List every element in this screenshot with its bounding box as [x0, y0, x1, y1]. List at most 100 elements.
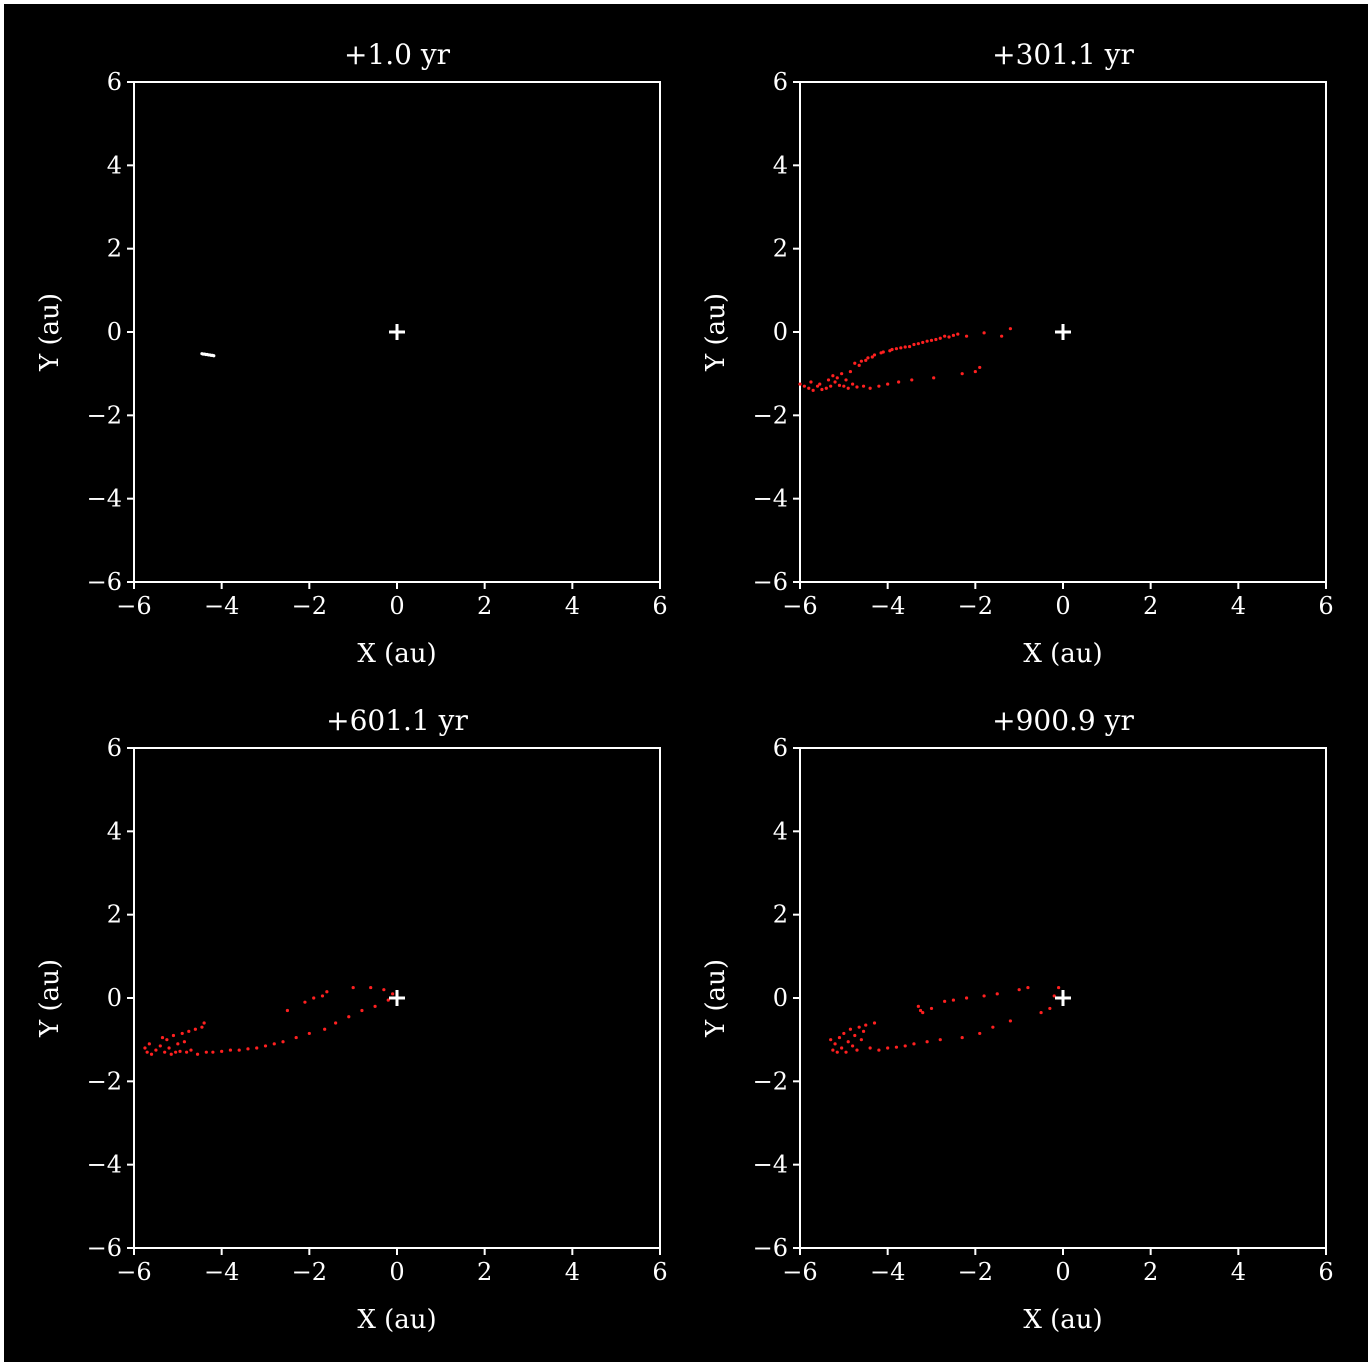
data-point — [833, 1042, 837, 1046]
data-point — [842, 1031, 846, 1036]
x-tick-label: 4 — [1231, 1258, 1246, 1286]
y-tick-label: 6 — [107, 68, 122, 96]
data-point — [982, 331, 986, 335]
y-tick-label: −2 — [753, 1067, 788, 1095]
data-point — [859, 1038, 863, 1042]
data-point — [200, 1025, 204, 1029]
chart-title: +301.1 yr — [992, 38, 1134, 71]
y-tick-label: 0 — [107, 984, 122, 1012]
data-point — [886, 1046, 890, 1050]
x-tick-label: 2 — [477, 592, 492, 620]
x-tick-label: 2 — [477, 1258, 492, 1286]
data-point — [281, 1040, 285, 1044]
data-point — [1017, 988, 1021, 992]
data-point — [833, 380, 837, 384]
data-point — [323, 1027, 327, 1031]
y-tick-label: −4 — [753, 485, 788, 513]
data-point — [973, 369, 977, 374]
x-tick-label: 4 — [1231, 592, 1246, 620]
data-point — [325, 990, 329, 994]
data-point — [978, 1031, 982, 1036]
y-axis-label: Y (au) — [701, 959, 731, 1038]
data-point — [844, 1050, 848, 1054]
data-point — [956, 332, 960, 336]
data-point — [272, 1042, 276, 1046]
x-tick-label: −2 — [292, 1258, 327, 1286]
data-point — [824, 386, 828, 390]
y-tick-label: −2 — [753, 401, 788, 429]
data-point — [964, 334, 969, 338]
y-tick-label: 6 — [773, 68, 788, 96]
chart-title: +1.0 yr — [344, 38, 451, 71]
y-tick-label: 4 — [107, 817, 122, 845]
y-tick-label: −4 — [87, 485, 122, 513]
data-point — [857, 1025, 861, 1029]
y-tick-label: 2 — [773, 235, 788, 263]
data-point — [145, 1050, 149, 1054]
y-tick-label: −6 — [87, 568, 122, 596]
y-tick-label: 2 — [773, 901, 788, 929]
x-axis-label: X (au) — [1023, 639, 1102, 669]
x-tick-label: −2 — [958, 592, 993, 620]
data-point — [899, 346, 903, 350]
figure-canvas: −6 −4 −2 0 2 4 6 −6 −4 −2 0 2 4 6 +1.0 yr X (au) Y (au) −… — [35, 38, 1334, 1335]
x-tick-label: 6 — [652, 1258, 667, 1286]
data-point — [347, 1015, 351, 1019]
data-point — [246, 1047, 250, 1051]
data-point — [912, 1042, 916, 1046]
x-axis-label: X (au) — [1023, 1305, 1102, 1335]
data-point — [894, 1045, 899, 1049]
data-point — [929, 1006, 934, 1011]
data-point — [912, 342, 916, 347]
data-point — [811, 388, 815, 392]
y-tick-label: −6 — [87, 1234, 122, 1262]
x-tick-label: −6 — [782, 592, 817, 620]
y-axis-label: Y (au) — [701, 293, 731, 372]
data-point — [864, 1023, 868, 1027]
data-point — [925, 1040, 929, 1044]
data-series-1 — [829, 985, 1061, 1054]
data-series-1 — [143, 985, 395, 1056]
data-point — [877, 384, 881, 388]
data-point — [180, 1031, 184, 1036]
chart-panel-3: −6 −4 −2 0 2 4 6 −6 −4 −2 0 2 4 6 +601.1 yr X (au) Y (au… — [35, 704, 668, 1335]
data-point — [855, 1048, 859, 1052]
y-tick-label: 4 — [107, 151, 122, 179]
y-tick-label: −2 — [87, 1067, 122, 1095]
data-point — [212, 354, 216, 358]
center-plus-marker — [1055, 324, 1071, 340]
y-tick-label: −2 — [87, 401, 122, 429]
data-point — [1008, 327, 1013, 331]
data-point — [373, 1004, 377, 1008]
y-tick-label: 0 — [773, 984, 788, 1012]
x-tick-label: 0 — [389, 1258, 404, 1286]
y-tick-label: 0 — [773, 318, 788, 346]
chart-panel-2: −6 −4 −2 0 2 4 6 −6 −4 −2 0 2 4 6 +301.1 yr X (au) Y (au… — [701, 38, 1334, 669]
data-point — [877, 1048, 881, 1052]
data-point — [897, 380, 901, 384]
x-tick-label: 0 — [1055, 592, 1070, 620]
data-point — [802, 384, 806, 388]
data-point — [351, 985, 355, 990]
data-point — [320, 994, 325, 998]
data-point — [809, 380, 813, 384]
data-point — [857, 363, 861, 367]
chart-title: +601.1 yr — [326, 704, 468, 737]
data-point — [1008, 1019, 1013, 1023]
data-point — [951, 333, 956, 337]
data-point — [951, 998, 956, 1002]
data-point — [938, 1038, 942, 1042]
data-point — [255, 1046, 259, 1050]
data-point — [851, 1044, 855, 1048]
data-point — [163, 1050, 167, 1054]
y-tick-label: 6 — [107, 734, 122, 762]
figure: −6 −4 −2 0 2 4 6 −6 −4 −2 0 2 4 6 +1.0 yr X (au) Y (au) −… — [4, 4, 1368, 1362]
x-tick-label: 2 — [1143, 592, 1158, 620]
data-point — [835, 376, 839, 380]
data-point — [872, 353, 877, 357]
data-point — [220, 1049, 224, 1053]
data-point — [842, 384, 846, 388]
y-axis-label: Y (au) — [35, 959, 65, 1038]
data-point — [171, 1033, 176, 1038]
data-point — [176, 1042, 180, 1046]
